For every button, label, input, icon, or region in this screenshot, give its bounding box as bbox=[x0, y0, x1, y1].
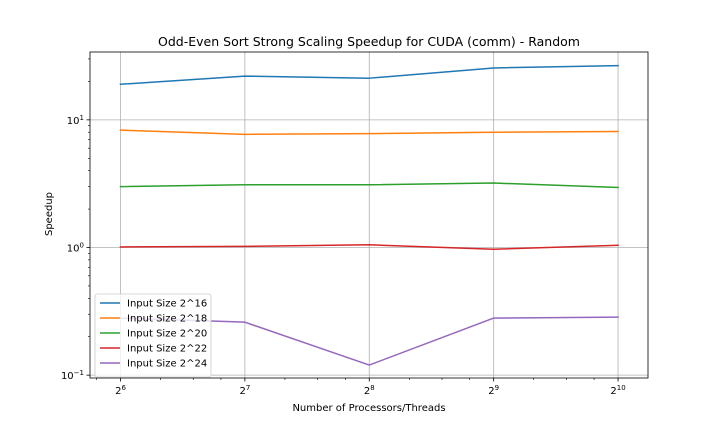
y-tick-label-base: 10 bbox=[67, 116, 80, 127]
x-tick-label-exponent: 7 bbox=[246, 384, 250, 392]
legend-entry: Input Size 2^20 bbox=[127, 329, 207, 340]
legend-entry: Input Size 2^24 bbox=[127, 359, 207, 370]
x-tick-label-base: 2 bbox=[610, 386, 616, 397]
x-tick-label-base: 2 bbox=[115, 386, 121, 397]
legend-entry: Input Size 2^18 bbox=[127, 314, 207, 325]
x-tick-label-exponent: 9 bbox=[495, 384, 499, 392]
legend-box bbox=[94, 293, 212, 378]
y-tick-label-base: 10 bbox=[67, 244, 80, 255]
series-line bbox=[119, 244, 619, 250]
x-tick-label-base: 2 bbox=[239, 386, 245, 397]
x-tick-label-base: 2 bbox=[364, 386, 370, 397]
series-line bbox=[119, 129, 619, 136]
legend: Input Size 2^16 Input Size 2^18 Input Size… bbox=[94, 293, 212, 378]
y-tick-label: 100 bbox=[67, 242, 84, 255]
x-tick-label-base: 2 bbox=[488, 386, 494, 397]
x-axis-label: Number of Processors/Threads bbox=[292, 403, 445, 414]
y-tick-label-exponent: −1 bbox=[74, 369, 84, 377]
series-line bbox=[119, 64, 619, 86]
x-tick-label: 28 bbox=[364, 384, 375, 397]
legend-entry: Input Size 2^22 bbox=[127, 344, 207, 355]
x-tick-label: 210 bbox=[610, 384, 625, 397]
x-tick-label: 26 bbox=[115, 384, 126, 397]
x-tick-label: 29 bbox=[488, 384, 499, 397]
y-tick-label-exponent: 0 bbox=[80, 242, 84, 250]
x-tick-label-exponent: 8 bbox=[370, 384, 374, 392]
y-tick-label: 10−1 bbox=[61, 369, 84, 382]
x-tick-label-exponent: 10 bbox=[617, 384, 626, 392]
y-tick-label-exponent: 1 bbox=[80, 114, 84, 122]
y-tick-label: 101 bbox=[67, 114, 84, 127]
y-axis-label: Speedup bbox=[44, 192, 55, 236]
x-tick-label-exponent: 6 bbox=[121, 384, 126, 392]
chart-title: Odd-Even Sort Strong Scaling Speedup for… bbox=[158, 34, 580, 49]
x-tick-label: 27 bbox=[239, 384, 250, 397]
y-tick-label-base: 10 bbox=[61, 371, 74, 382]
legend-entry: Input Size 2^16 bbox=[127, 299, 207, 310]
series-line bbox=[119, 182, 619, 189]
